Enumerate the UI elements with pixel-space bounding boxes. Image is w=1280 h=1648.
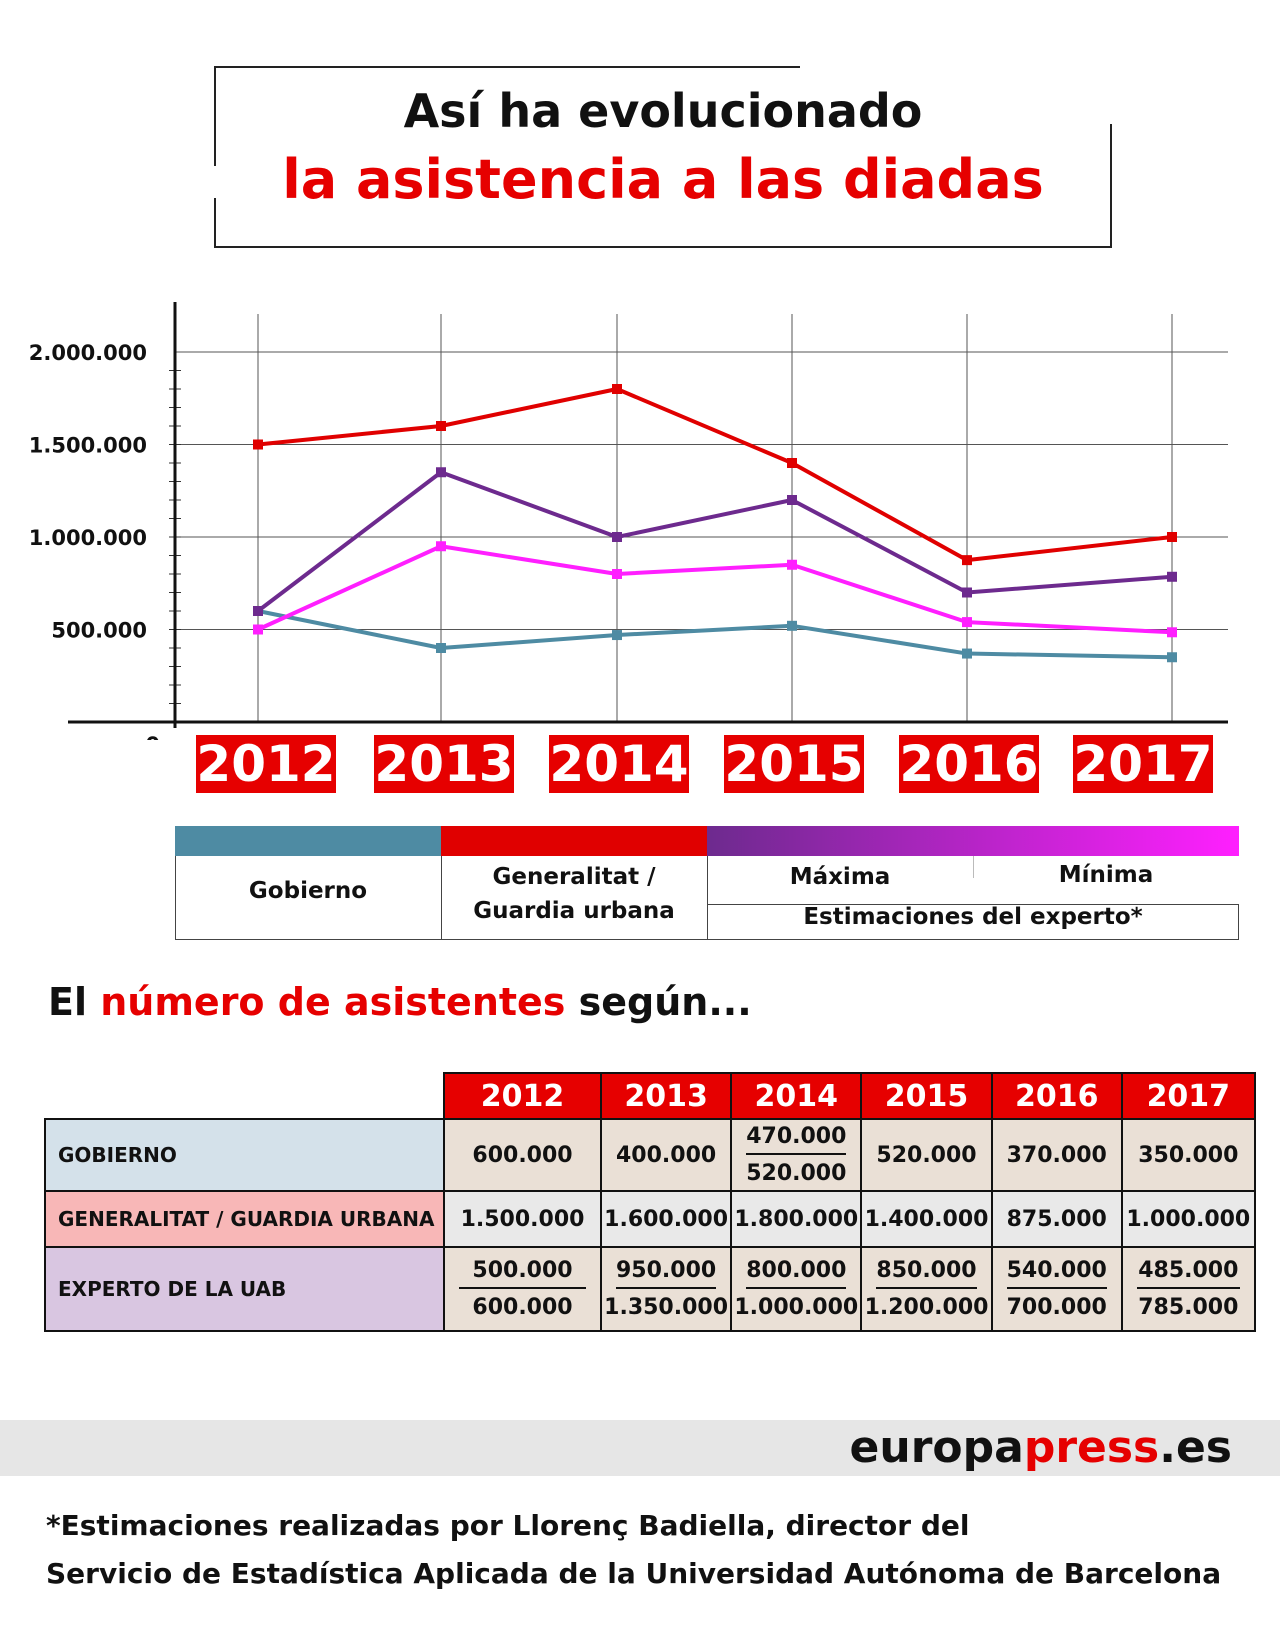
legend-label-generalitat-2: Guardia urbana (473, 898, 675, 924)
table-cell: 370.000 (990, 1118, 1123, 1192)
x-tick-label-2015: 2015 (724, 735, 864, 793)
table-cell: 850.000 1.200.000 (860, 1246, 993, 1332)
section-heading-part-3: según... (578, 980, 752, 1024)
data-point (787, 620, 797, 631)
table-header-2017: 2017 (1120, 1072, 1256, 1120)
row-label: GOBIERNO (44, 1118, 445, 1192)
legend-label-gobierno: Gobierno (248, 878, 368, 904)
line-chart: 2.000.000 1.500.000 1.000.000 500.000 0 (29, 302, 1228, 740)
data-point (1167, 532, 1177, 542)
x-tick-label-2012: 2012 (196, 735, 336, 793)
y-tick-label: 2.000.000 (29, 341, 147, 365)
table-cell: 800.000 1.000.000 (730, 1246, 863, 1332)
table-cell: 1.000.000 (1120, 1190, 1256, 1248)
table-cell: 1.800.000 (730, 1190, 863, 1248)
x-tick-label-2017: 2017 (1073, 735, 1213, 793)
title-line-1: Así ha evolucionado (403, 84, 923, 138)
data-point (787, 495, 797, 505)
table-header-2013: 2013 (599, 1072, 733, 1120)
table-cell: 500.000 600.000 (443, 1246, 602, 1332)
data-point (253, 606, 263, 616)
data-point (612, 532, 622, 542)
footnote-line-2: Servicio de Estadística Aplicada de la U… (46, 1557, 1222, 1590)
title-line-2: la asistencia a las diadas (282, 148, 1044, 211)
table-header-2012: 2012 (443, 1072, 602, 1120)
table-cell: 950.000 1.350.000 (599, 1246, 733, 1332)
y-tick-label: 0 (145, 733, 160, 740)
legend-label-generalitat-1: Generalitat / (492, 864, 656, 890)
data-point (436, 643, 446, 653)
table-row: EXPERTO DE LA UAB 500.000 600.000 950.000 1.… (44, 1246, 1256, 1332)
table-header-2015: 2015 (860, 1072, 993, 1120)
data-point (1167, 652, 1177, 663)
section-heading: El número de asistentes según... (48, 980, 752, 1024)
table-cell: 1.600.000 (599, 1190, 733, 1248)
table-cell: 400.000 (599, 1118, 733, 1192)
table-row: GOBIERNO 600.000 400.000 470.000 520.000 520.… (44, 1118, 1256, 1192)
data-point (612, 630, 622, 641)
series-line-m-nima (257, 544, 1173, 635)
table-row: GENERALITAT / GUARDIA URBANA 1.500.000 1.6… (44, 1190, 1256, 1248)
table-cell: 350.000 (1120, 1118, 1256, 1192)
row-label: EXPERTO DE LA UAB (44, 1246, 445, 1332)
series-line-m-xima (256, 470, 1173, 613)
brand-strip (0, 1420, 1280, 1476)
data-point (436, 467, 446, 478)
data-point (787, 458, 797, 468)
data-point (962, 617, 972, 628)
x-tick-label-2016: 2016 (899, 735, 1039, 793)
data-point (436, 421, 446, 431)
row-label: GENERALITAT / GUARDIA URBANA (44, 1190, 445, 1248)
table-cell: 1.500.000 (443, 1190, 602, 1248)
data-table: 2012 2013 2014 2015 2016 2017 GOBIERNO 600.000 4… (44, 1072, 1256, 1332)
data-point (612, 384, 622, 394)
legend-label-maxima: Máxima (789, 864, 891, 890)
y-tick-label: 1.000.000 (29, 526, 147, 550)
table-cell: 470.000 520.000 (730, 1118, 863, 1192)
title-box: Así ha evolucionado la asistencia a las … (214, 66, 1112, 248)
legend-swatch-generalitat (441, 826, 707, 856)
data-point (962, 555, 972, 566)
footnote-line-1: *Estimaciones realizadas por Llorenç Bad… (46, 1509, 970, 1542)
table-cell: 1.400.000 (860, 1190, 993, 1248)
table-header-2014: 2014 (730, 1072, 863, 1120)
data-point (253, 439, 263, 450)
data-point (787, 559, 797, 570)
data-point (1167, 571, 1177, 582)
series-line-gobierno (257, 609, 1173, 660)
legend-swatch-gobierno (175, 826, 441, 856)
table-cell: 520.000 (860, 1118, 993, 1192)
table-cell: 875.000 (990, 1190, 1123, 1248)
y-tick-label: 500.000 (51, 619, 147, 643)
section-heading-part-1: El (48, 980, 87, 1024)
data-point (612, 569, 622, 579)
table-cell: 540.000 700.000 (990, 1246, 1123, 1332)
legend-label-experto: Estimaciones del experto* (803, 904, 1143, 930)
legend-swatch-experto (707, 826, 1239, 856)
data-point (962, 648, 972, 659)
x-tick-label-2013: 2013 (374, 735, 514, 793)
section-heading-highlight: número de asistentes (100, 980, 566, 1024)
data-point (436, 541, 446, 552)
data-point (1167, 627, 1177, 638)
data-point (253, 624, 263, 635)
x-tick-label-2014: 2014 (549, 735, 689, 793)
brand-logo: europapress.es (849, 1422, 1232, 1473)
legend-label-minima: Mínima (1058, 862, 1154, 888)
table-header-2016: 2016 (990, 1072, 1123, 1120)
table-cell: 485.000 785.000 (1120, 1246, 1256, 1332)
y-tick-label: 1.500.000 (29, 434, 147, 458)
data-point (962, 587, 972, 598)
series-line-generalitat-guardia-urbana (257, 387, 1173, 563)
table-cell: 600.000 (443, 1118, 602, 1192)
footnote: *Estimaciones realizadas por Llorenç Bad… (46, 1502, 1246, 1598)
